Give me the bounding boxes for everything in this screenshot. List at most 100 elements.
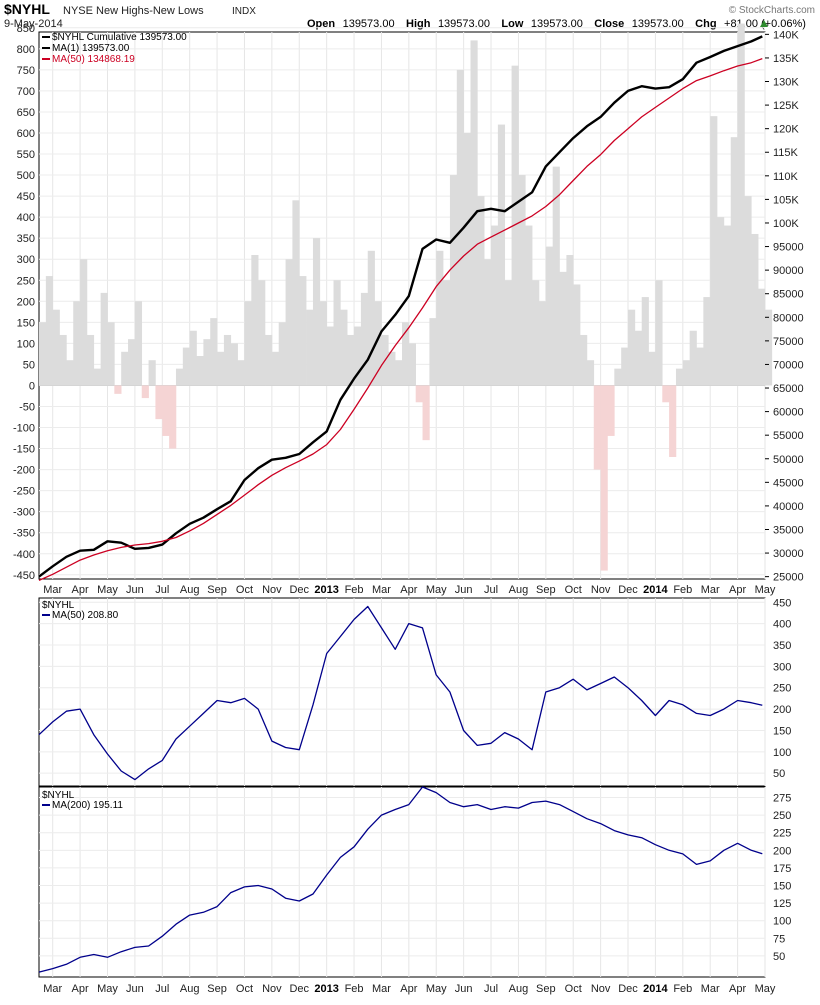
x-tick-label-bottom: Mar bbox=[372, 983, 391, 995]
histogram-layer bbox=[39, 23, 773, 571]
x-tick-label-main: May bbox=[755, 584, 776, 596]
y-left-tick-label: 200 bbox=[17, 296, 35, 308]
histogram-bar bbox=[463, 132, 471, 386]
x-tick-label-main: Sep bbox=[207, 584, 227, 596]
ma50-legend: $NYHL MA(50) 208.80 bbox=[42, 600, 119, 621]
histogram-bar bbox=[580, 334, 588, 386]
y-left-tick-label: -450 bbox=[13, 570, 35, 582]
histogram-bar bbox=[573, 284, 581, 386]
histogram-bar bbox=[443, 280, 451, 386]
histogram-bar bbox=[230, 343, 238, 386]
y-tick-label: 400 bbox=[773, 619, 791, 631]
histogram-bar bbox=[669, 385, 677, 457]
x-tick-label-bottom: Dec bbox=[618, 983, 638, 995]
ma50-panel-title: $NYHL bbox=[42, 600, 75, 611]
x-tick-label-main: Dec bbox=[289, 584, 309, 596]
histogram-bar bbox=[155, 385, 163, 420]
x-tick-label-main: Apr bbox=[72, 584, 89, 596]
histogram-bar bbox=[491, 225, 499, 386]
x-tick-label-main: Dec bbox=[618, 584, 638, 596]
x-tick-label-main: Aug bbox=[509, 584, 529, 596]
low-value: 139573.00 bbox=[531, 18, 583, 30]
y-right-tick-label: 115K bbox=[773, 147, 799, 159]
histogram-bar bbox=[265, 334, 273, 386]
histogram-bar bbox=[593, 385, 601, 470]
y-left-tick-label: 350 bbox=[17, 233, 35, 245]
histogram-bar bbox=[655, 280, 663, 386]
histogram-bar bbox=[162, 385, 170, 436]
histogram-bar bbox=[538, 301, 547, 386]
histogram-bar bbox=[244, 301, 252, 386]
y-right-tick-label: 140K bbox=[773, 29, 799, 41]
chart-symbol: $NYHL bbox=[4, 1, 50, 17]
legend-mid-ma50: MA(50) 208.80 bbox=[52, 610, 119, 621]
x-tick-label-bottom: Mar bbox=[701, 983, 720, 995]
y-tick-label: 125 bbox=[773, 898, 791, 910]
y-right-tick-label: 40000 bbox=[773, 501, 804, 513]
histogram-bar bbox=[497, 124, 506, 386]
y-right-tick-label: 55000 bbox=[773, 430, 804, 442]
histogram-bar bbox=[148, 360, 156, 386]
y-tick-label: 150 bbox=[773, 881, 791, 893]
histogram-bar bbox=[408, 343, 416, 386]
histogram-bar bbox=[271, 351, 280, 386]
x-tick-label-bottom: May bbox=[97, 983, 118, 995]
y-right-tick-label: 130K bbox=[773, 77, 799, 89]
chart-description: NYSE New Highs-New Lows bbox=[63, 5, 204, 17]
x-tick-label-bottom: 2014 bbox=[643, 983, 668, 995]
y-right-tick-label: 105K bbox=[773, 194, 799, 206]
y-left-tick-label: -200 bbox=[13, 465, 35, 477]
ma50-blue-line bbox=[38, 605, 763, 781]
x-tick-label-main: 2013 bbox=[314, 584, 338, 596]
y-left-tick-label: 650 bbox=[17, 107, 35, 119]
x-tick-label-main: Jul bbox=[155, 584, 169, 596]
histogram-bar bbox=[86, 334, 95, 386]
y-left-tick-label: 400 bbox=[17, 212, 35, 224]
histogram-bar bbox=[559, 271, 567, 386]
histogram-bar bbox=[73, 301, 81, 386]
histogram-bar bbox=[80, 259, 88, 386]
histogram-bar bbox=[45, 276, 53, 386]
histogram-bar bbox=[367, 250, 375, 386]
legend-cumulative: $NYHL Cumulative 139573.00 bbox=[52, 32, 187, 43]
histogram-bar bbox=[730, 137, 738, 386]
histogram-bar bbox=[395, 360, 403, 386]
x-tick-label-main: Aug bbox=[180, 584, 200, 596]
histogram-bar bbox=[52, 309, 60, 386]
histogram-bar bbox=[648, 351, 656, 386]
histogram-bar bbox=[347, 334, 355, 386]
y-tick-label: 100 bbox=[773, 747, 791, 759]
histogram-bar bbox=[237, 360, 245, 386]
y-left-tick-label: -50 bbox=[19, 401, 35, 413]
x-tick-label-main: 2014 bbox=[643, 584, 668, 596]
histogram-bar bbox=[415, 385, 423, 403]
y-right-tick-label: 100K bbox=[773, 218, 799, 230]
y-left-tick-label: -400 bbox=[13, 549, 35, 561]
histogram-bar bbox=[312, 238, 321, 386]
histogram-bar bbox=[203, 339, 211, 386]
y-left-tick-label: 550 bbox=[17, 149, 35, 161]
x-tick-label-bottom: Dec bbox=[289, 983, 309, 995]
x-tick-label-bottom: Nov bbox=[591, 983, 611, 995]
y-right-tick-label: 50000 bbox=[773, 454, 804, 466]
histogram-bar bbox=[436, 250, 444, 386]
histogram-bar bbox=[169, 385, 177, 449]
histogram-bar bbox=[566, 255, 574, 386]
histogram-bar bbox=[552, 166, 560, 386]
x-tick-label-bottom: Apr bbox=[729, 983, 746, 995]
histogram-bar bbox=[765, 309, 773, 386]
x-tick-label-bottom: Feb bbox=[345, 983, 364, 995]
histogram-bar bbox=[340, 309, 348, 386]
y-right-tick-label: 70000 bbox=[773, 359, 804, 371]
y-right-tick-label: 85000 bbox=[773, 289, 804, 301]
y-right-tick-label: 25000 bbox=[773, 572, 804, 584]
x-tick-label-bottom: Jul bbox=[155, 983, 169, 995]
y-left-tick-label: 100 bbox=[17, 338, 35, 350]
histogram-bar bbox=[710, 116, 718, 386]
y-right-tick-label: 120K bbox=[773, 124, 799, 136]
x-tick-label-main: Mar bbox=[701, 584, 720, 596]
histogram-bar bbox=[456, 69, 464, 386]
y-right-tick-label: 75000 bbox=[773, 336, 804, 348]
histogram-bar bbox=[182, 347, 190, 386]
